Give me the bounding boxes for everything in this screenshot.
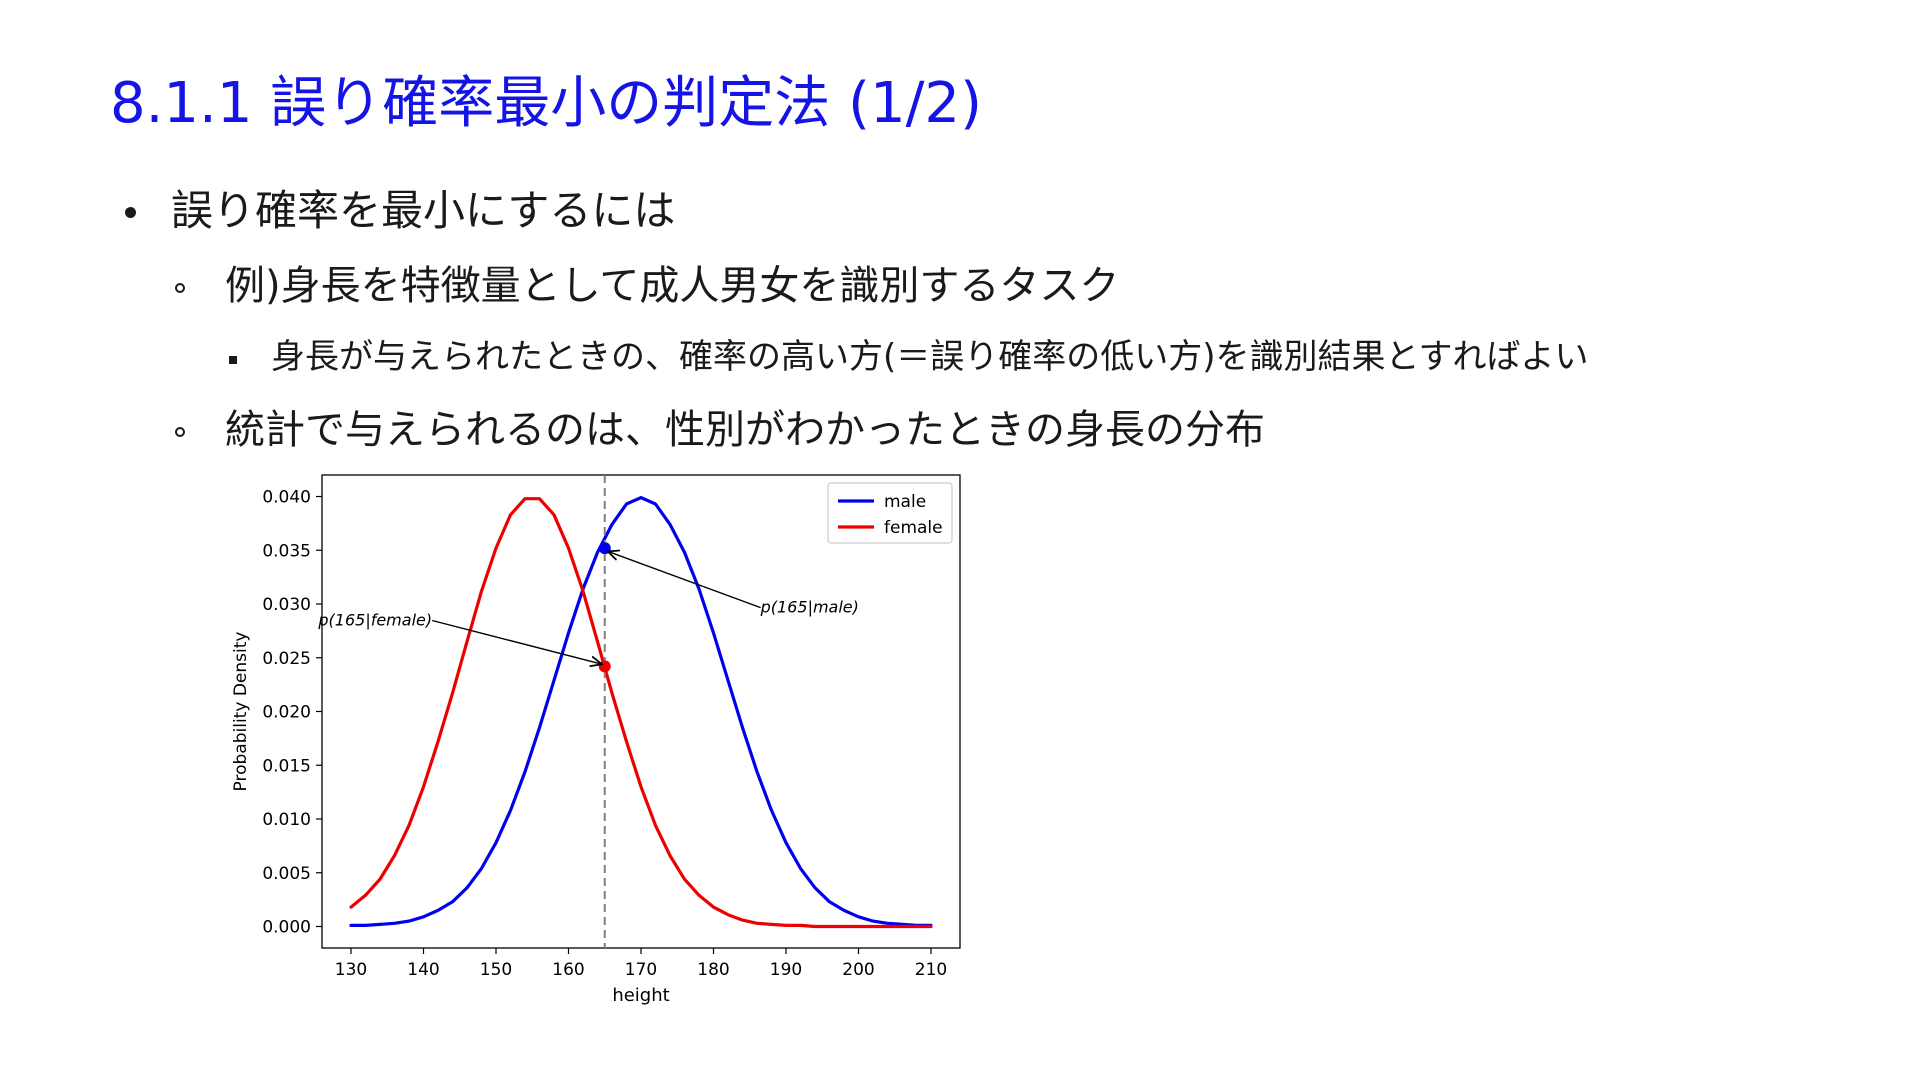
bullet-square-icon bbox=[229, 356, 237, 364]
y-tick-label: 0.030 bbox=[262, 595, 311, 615]
height-density-chart: 130 140 150 160 170 180 190 200 210 0.000 0.005 0.0… bbox=[225, 470, 965, 1010]
bullet-statistics: 統計で与えられるのは、性別がわかったときの身長の分布 bbox=[175, 407, 1265, 453]
slide-title: 8.1.1 誤り確率最小の判定法 (1/2) bbox=[110, 71, 982, 136]
chart-svg: 130 140 150 160 170 180 190 200 210 0.000 0.005 0.0… bbox=[231, 474, 961, 1006]
x-tick-label: 140 bbox=[407, 960, 439, 980]
bullet-minimize-error: 誤り確率を最小にするには bbox=[125, 190, 675, 232]
series-line-female bbox=[349, 497, 933, 929]
bullet-ring-icon bbox=[175, 427, 185, 437]
x-tick-label: 150 bbox=[480, 960, 512, 980]
plot-frame bbox=[321, 474, 961, 949]
annotation-arrow bbox=[432, 619, 602, 665]
x-tick-label: 200 bbox=[842, 960, 874, 980]
y-tick-label: 0.005 bbox=[262, 864, 311, 884]
y-tick-label: 0.035 bbox=[262, 541, 311, 561]
legend-label-female: female bbox=[884, 518, 943, 538]
bullet-ring-icon bbox=[175, 283, 185, 293]
y-tick-label: 0.025 bbox=[262, 649, 311, 669]
x-tick-label: 180 bbox=[697, 960, 729, 980]
annotation-label: p(165|male) bbox=[760, 598, 859, 617]
x-tick-label: 190 bbox=[770, 960, 802, 980]
series-line-male bbox=[349, 496, 933, 927]
bullet-text: 誤り確率を最小にするには bbox=[171, 186, 676, 235]
bullet-text: 例)身長を特徴量として成人男女を識別するタスク bbox=[225, 263, 1120, 309]
annotation-label: p(165|female) bbox=[317, 611, 432, 630]
bullet-decision-rule: 身長が与えられたときの、確率の高い方(＝誤り確率の低い方)を識別結果とすればよい bbox=[229, 337, 1589, 377]
bullet-dot-icon bbox=[125, 207, 136, 218]
x-tick-label: 160 bbox=[552, 960, 584, 980]
x-tick-label: 210 bbox=[915, 960, 947, 980]
y-axis-label: Probability Density bbox=[231, 632, 251, 792]
y-tick-label: 0.015 bbox=[262, 756, 311, 776]
bullet-text: 身長が与えられたときの、確率の高い方(＝誤り確率の低い方)を識別結果とすればよい bbox=[271, 337, 1589, 377]
bullet-text: 統計で与えられるのは、性別がわかったときの身長の分布 bbox=[225, 407, 1265, 453]
x-tick-label: 170 bbox=[625, 960, 657, 980]
x-axis-label: height bbox=[612, 985, 669, 1006]
density-marker-1 bbox=[598, 660, 611, 673]
y-tick-label: 0.000 bbox=[262, 918, 311, 938]
bullet-example-task: 例)身長を特徴量として成人男女を識別するタスク bbox=[175, 263, 1120, 309]
chart-canvas: 130 140 150 160 170 180 190 200 210 0.000 0.005 0.0… bbox=[225, 470, 965, 1014]
y-tick-label: 0.010 bbox=[262, 810, 311, 830]
y-tick-label: 0.040 bbox=[262, 488, 311, 508]
annotation-arrow bbox=[608, 551, 761, 609]
x-tick-label: 130 bbox=[335, 960, 367, 980]
y-tick-label: 0.020 bbox=[262, 703, 311, 723]
legend-label-male: male bbox=[884, 492, 926, 512]
